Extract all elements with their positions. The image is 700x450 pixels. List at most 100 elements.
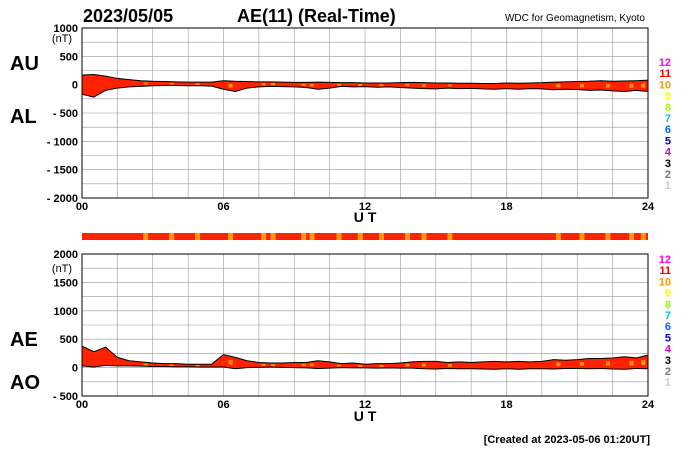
plot-frame <box>81 27 649 199</box>
band-alt-mark <box>301 83 306 86</box>
series-lines <box>81 73 649 98</box>
legend-label: 12 <box>659 254 671 266</box>
x-tick-labels: 00 06 12 18 24 <box>76 201 655 213</box>
legend-label: 10 <box>659 79 671 91</box>
x-tick-label: 12 <box>359 399 371 411</box>
y-tick-label: - 2000 <box>47 193 78 205</box>
band-alt-mark <box>358 364 363 367</box>
x-tick-label: 24 <box>642 399 655 411</box>
legend-label: 4 <box>665 344 672 356</box>
band-alt-mark <box>195 83 200 86</box>
side-label-upper: AU <box>10 53 39 75</box>
y-tick-label: 1000 <box>54 23 78 35</box>
series-lines <box>81 345 649 370</box>
y-tick-label: 1000 <box>54 306 78 318</box>
strip-mark <box>555 233 561 240</box>
y-tick-label: 500 <box>60 334 78 346</box>
created-timestamp: [Created at 2023-05-06 01:20UT] <box>484 434 651 446</box>
y-tick-labels: 1000 500 0 - 500 - 1000 - 1500 - 2000 <box>47 23 78 205</box>
area-fill <box>82 346 648 370</box>
band-alt-mark <box>405 364 410 367</box>
strip-mark <box>261 233 267 240</box>
band-alt-mark <box>605 361 610 366</box>
strip-mark <box>301 233 307 240</box>
x-tick-label: 00 <box>76 201 88 213</box>
x-tick-label: 18 <box>500 201 512 213</box>
band-alt-mark <box>195 365 200 368</box>
band-alt-mark <box>309 363 314 367</box>
band-alt-mark <box>143 363 148 366</box>
station-count-strip <box>82 233 648 240</box>
series-line-al <box>81 85 649 98</box>
legend-label: 3 <box>665 158 671 170</box>
date-label: 2023/05/05 <box>83 6 173 26</box>
band-alt-mark <box>379 84 384 87</box>
legend-label: 9 <box>665 288 671 300</box>
band-alt-mark <box>271 83 276 86</box>
y-tick-label: - 1000 <box>47 136 78 148</box>
strip-mark <box>357 233 363 240</box>
legend-label: 5 <box>665 135 671 147</box>
band-alt-mark <box>271 364 276 367</box>
band-alt-mark <box>579 362 584 366</box>
side-label-lower: AL <box>10 106 37 128</box>
legend-label: 9 <box>665 91 671 103</box>
band-alt-mark <box>629 360 634 366</box>
y-tick-label: 1500 <box>54 277 78 289</box>
legend-label: 10 <box>659 276 671 288</box>
y-tick-label: 0 <box>72 363 78 375</box>
strip-mark <box>421 233 427 240</box>
strip-mark <box>309 233 315 240</box>
band-alt-mark <box>421 84 426 87</box>
x-tick-label: 06 <box>217 399 229 411</box>
band-alt-mark <box>447 364 452 367</box>
band-alt-mark <box>261 364 266 367</box>
strip-mark <box>447 233 453 240</box>
band-alt-mark <box>641 83 646 88</box>
band-fill <box>82 346 648 370</box>
x-tick-label: 06 <box>217 201 229 213</box>
panel-ae-ao: 2000 1500 1000 500 0 - 500 00 06 12 18 24 (nT) AE… <box>10 249 655 424</box>
legend-label: 3 <box>665 355 671 367</box>
y-tick-label: - 500 <box>53 391 78 403</box>
strip-mark <box>228 233 234 240</box>
band-alt-mark <box>447 84 452 87</box>
legend-label: 6 <box>665 124 671 136</box>
series-line-au <box>81 73 649 85</box>
strip-mark <box>143 233 149 240</box>
x-tick-label: 12 <box>359 201 371 213</box>
band-alt-mark <box>309 84 314 87</box>
band-alt-mark <box>629 83 634 88</box>
band-alt-mark <box>228 83 233 88</box>
legend-label: 1 <box>665 180 671 192</box>
x-tick-label: 00 <box>76 399 88 411</box>
band-alt-mark <box>605 83 610 88</box>
legend-label: 7 <box>665 310 671 322</box>
legend-label: 11 <box>659 265 671 277</box>
strip-mark <box>195 233 201 240</box>
band-alt-mark <box>556 362 561 367</box>
y-tick-label: - 500 <box>53 108 78 120</box>
legend-label: 8 <box>665 299 671 311</box>
legend-label: 2 <box>665 366 671 378</box>
strip-mark <box>270 233 276 240</box>
strip-mark <box>404 233 410 240</box>
x-tick-labels: 00 06 12 18 24 <box>76 399 655 411</box>
strip-mark <box>169 233 175 240</box>
y-tick-labels: 2000 1500 1000 500 0 - 500 <box>53 249 78 403</box>
band-alt-mark <box>556 84 561 88</box>
x-axis-label: U T <box>354 209 377 225</box>
band-fill <box>82 74 648 98</box>
legend-label: 4 <box>665 147 672 159</box>
legend-label: 6 <box>665 321 671 333</box>
legend-label: 5 <box>665 332 671 344</box>
strip-mark <box>628 233 634 240</box>
legend-label: 12 <box>659 57 671 69</box>
band-alt-mark <box>579 83 584 88</box>
band-alt-mark <box>337 83 342 86</box>
strip-mark <box>379 233 385 240</box>
x-axis-label: U T <box>354 408 377 424</box>
legend-label: 8 <box>665 102 671 114</box>
figure-title: AE(11) (Real-Time) <box>237 6 396 26</box>
